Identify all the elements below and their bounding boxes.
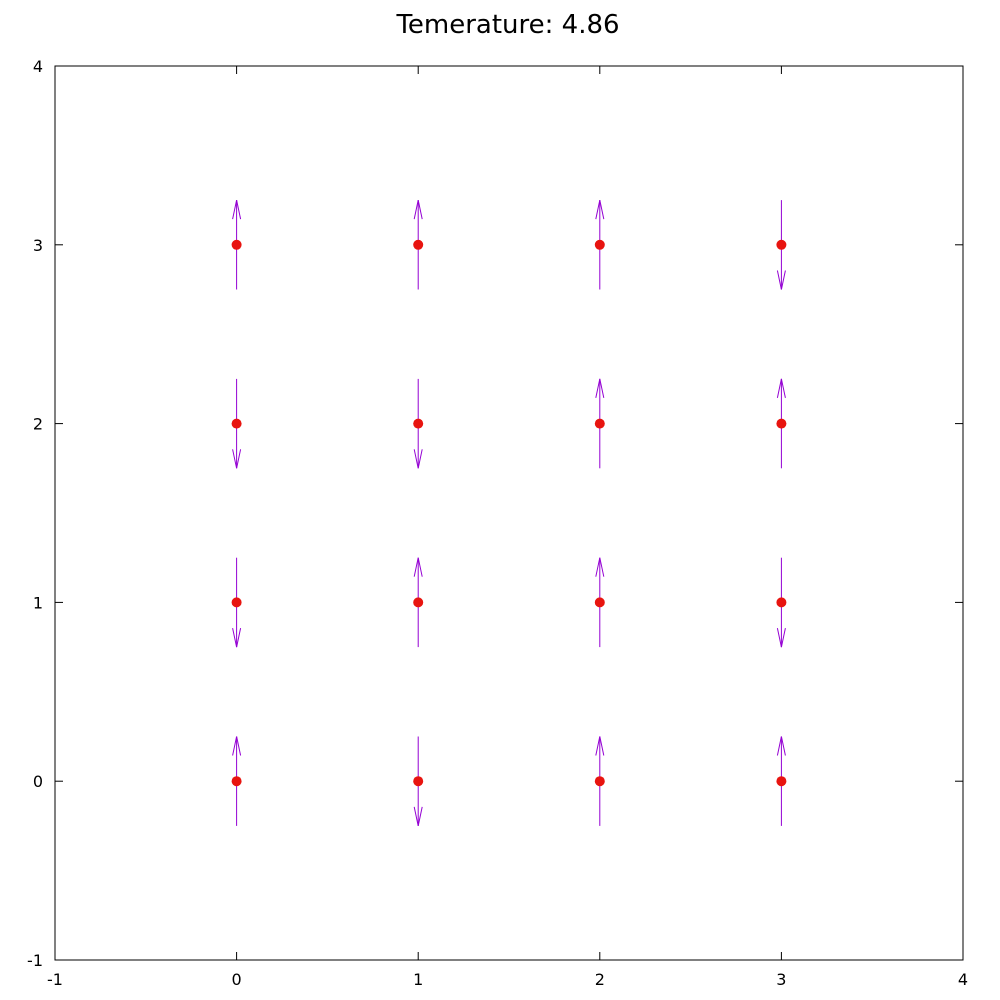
- arrow-head: [776, 736, 786, 756]
- arrow-head: [776, 627, 786, 648]
- plot-frame: [54, 65, 964, 961]
- x-tick-label: 1: [413, 970, 423, 989]
- lattice-point: [594, 776, 605, 787]
- lattice-points: [231, 239, 787, 787]
- x-tick-label: 3: [776, 970, 786, 989]
- lattice-point: [776, 597, 787, 608]
- x-tick-label: 4: [958, 970, 968, 989]
- x-tick-label: -1: [47, 970, 63, 989]
- y-tick-label: 1: [33, 593, 43, 612]
- arrow-head: [413, 557, 423, 577]
- spin-arrows: [232, 199, 786, 827]
- y-tick-label: 4: [33, 57, 43, 76]
- arrow-head: [595, 199, 605, 220]
- chart-title: Temerature: 4.86: [395, 10, 619, 40]
- arrow-head: [232, 736, 242, 756]
- lattice-point: [594, 239, 605, 250]
- lattice-point: [231, 418, 242, 429]
- lattice-point: [776, 239, 787, 250]
- arrow-head: [413, 199, 423, 220]
- y-tick-label: 0: [33, 772, 43, 791]
- lattice-point: [594, 597, 605, 608]
- y-axis: -1 0 1 2 3 4: [27, 57, 963, 970]
- plot-border: [54, 65, 964, 961]
- lattice-point: [776, 776, 787, 787]
- lattice-point: [776, 418, 787, 429]
- x-axis: -1 0 1 2 3 4: [47, 66, 968, 989]
- x-tick-label: 0: [232, 970, 242, 989]
- arrow-head: [413, 449, 423, 469]
- arrow-head: [413, 806, 423, 827]
- arrow-head: [776, 378, 786, 399]
- arrow-head: [776, 270, 786, 290]
- arrow-head: [232, 627, 242, 648]
- lattice-point: [231, 239, 242, 250]
- lattice-point: [231, 597, 242, 608]
- lattice-point: [231, 776, 242, 787]
- y-tick-label: -1: [27, 951, 43, 970]
- arrow-head: [595, 736, 605, 756]
- lattice-point: [413, 597, 424, 608]
- arrow-head: [595, 378, 605, 399]
- lattice-point: [413, 418, 424, 429]
- arrow-head: [595, 557, 605, 577]
- x-tick-label: 2: [595, 970, 605, 989]
- lattice-point: [413, 239, 424, 250]
- y-tick-label: 3: [33, 236, 43, 255]
- y-tick-label: 2: [33, 415, 43, 434]
- arrow-head: [232, 199, 242, 220]
- arrow-head: [232, 449, 242, 469]
- lattice-point: [413, 776, 424, 787]
- lattice-point: [594, 418, 605, 429]
